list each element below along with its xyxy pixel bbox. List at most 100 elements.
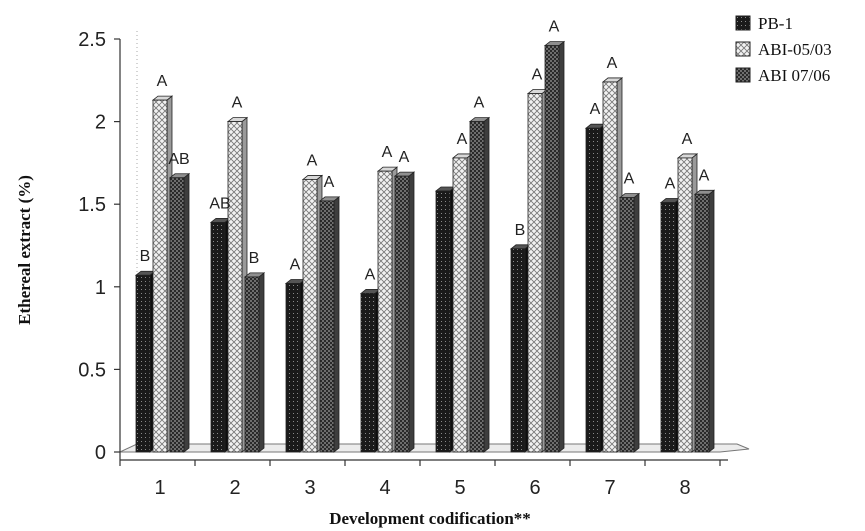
significance-label: AB bbox=[168, 151, 189, 168]
bar-side bbox=[558, 40, 565, 453]
x-tick-label: 7 bbox=[604, 477, 615, 499]
significance-label: A bbox=[607, 55, 618, 72]
bar-front bbox=[227, 121, 243, 453]
bar bbox=[468, 116, 491, 453]
bar-front bbox=[660, 202, 676, 453]
y-tick-label: 0 bbox=[95, 442, 106, 464]
bar bbox=[601, 77, 624, 453]
bar bbox=[393, 171, 416, 453]
bar-front bbox=[619, 197, 635, 453]
bar-front bbox=[135, 274, 151, 453]
bar-front bbox=[527, 93, 543, 453]
bar bbox=[301, 174, 324, 453]
y-tick-label: 1.5 bbox=[78, 194, 106, 216]
bar bbox=[359, 288, 382, 453]
bar-front bbox=[152, 99, 168, 453]
bar-front bbox=[319, 200, 335, 453]
bar-front bbox=[360, 293, 376, 453]
significance-label: A bbox=[157, 73, 168, 90]
bar bbox=[509, 243, 532, 453]
legend-swatch bbox=[735, 41, 751, 57]
bar-front bbox=[169, 177, 185, 453]
x-tick-label: 8 bbox=[679, 477, 690, 499]
significance-label: B bbox=[249, 250, 260, 267]
bar bbox=[209, 217, 232, 453]
bar-front bbox=[469, 121, 485, 453]
bar bbox=[376, 166, 399, 453]
significance-label: A bbox=[382, 144, 393, 161]
bar bbox=[243, 272, 266, 453]
y-axis-title: Ethereal extract (%) bbox=[15, 175, 34, 325]
legend-label: ABI-05/03 bbox=[758, 40, 832, 59]
bar bbox=[151, 95, 174, 453]
legend-label: ABI 07/06 bbox=[758, 66, 830, 85]
significance-label: A bbox=[290, 256, 301, 273]
bar-side bbox=[408, 171, 415, 453]
bar-side bbox=[258, 272, 265, 453]
bar-side bbox=[708, 189, 715, 453]
bar-front bbox=[544, 45, 560, 453]
legend-swatch bbox=[735, 15, 751, 31]
bar-front bbox=[302, 179, 318, 453]
bar bbox=[618, 192, 641, 453]
bar bbox=[451, 153, 474, 453]
y-tick-label: 1 bbox=[95, 277, 106, 299]
bar bbox=[659, 197, 682, 453]
significance-label: A bbox=[624, 171, 635, 188]
bar-side bbox=[633, 192, 640, 453]
bar-front bbox=[435, 190, 451, 453]
significance-label: A bbox=[549, 19, 560, 36]
bar-side bbox=[183, 172, 190, 453]
x-tick-label: 1 bbox=[154, 477, 165, 499]
significance-label: B bbox=[140, 248, 151, 265]
bar-front bbox=[677, 157, 693, 453]
legend-label: PB-1 bbox=[758, 14, 793, 33]
x-tick-label: 4 bbox=[379, 477, 390, 499]
significance-label: A bbox=[399, 149, 410, 166]
x-tick-label: 3 bbox=[304, 477, 315, 499]
bar bbox=[226, 116, 249, 453]
significance-label: B bbox=[515, 222, 526, 239]
significance-label: A bbox=[532, 67, 543, 84]
chart-axes: 0 0.5 1 1.5 2 2.5 1 2 3 4 5 6 7 8 bbox=[78, 29, 728, 499]
significance-label: A bbox=[665, 176, 676, 193]
significance-label: A bbox=[474, 95, 485, 112]
bar-front bbox=[285, 283, 301, 453]
bar-front bbox=[602, 81, 618, 453]
significance-label: A bbox=[457, 131, 468, 148]
legend-swatch bbox=[735, 67, 751, 83]
y-tick-label: 2.5 bbox=[78, 29, 106, 51]
y-tick-label: 2 bbox=[95, 112, 106, 134]
significance-label: A bbox=[324, 174, 335, 191]
bar bbox=[526, 88, 549, 453]
significance-label: AB bbox=[209, 195, 230, 212]
bar bbox=[676, 153, 699, 453]
significance-label: A bbox=[699, 167, 710, 184]
bar-front bbox=[210, 221, 226, 453]
significance-label: A bbox=[307, 152, 318, 169]
bar bbox=[134, 270, 157, 453]
bar-side bbox=[333, 196, 340, 453]
x-tick-label: 6 bbox=[529, 477, 540, 499]
significance-label: A bbox=[365, 266, 376, 283]
bar bbox=[318, 196, 341, 453]
significance-label: A bbox=[682, 131, 693, 148]
bar bbox=[543, 40, 566, 453]
x-axis-title: Development codification** bbox=[329, 509, 531, 528]
bar bbox=[168, 172, 191, 453]
bar-front bbox=[244, 276, 260, 453]
bar-front bbox=[394, 175, 410, 453]
significance-label: A bbox=[590, 101, 601, 118]
bar-front bbox=[585, 127, 601, 453]
bar-front bbox=[452, 157, 468, 453]
significance-label: A bbox=[232, 95, 243, 112]
bar-front bbox=[377, 170, 393, 453]
bar-front bbox=[694, 193, 710, 453]
bar-side bbox=[483, 116, 490, 453]
bar-group bbox=[134, 40, 716, 453]
bar bbox=[434, 186, 457, 453]
bar-front bbox=[510, 248, 526, 453]
y-tick-label: 0.5 bbox=[78, 359, 106, 381]
